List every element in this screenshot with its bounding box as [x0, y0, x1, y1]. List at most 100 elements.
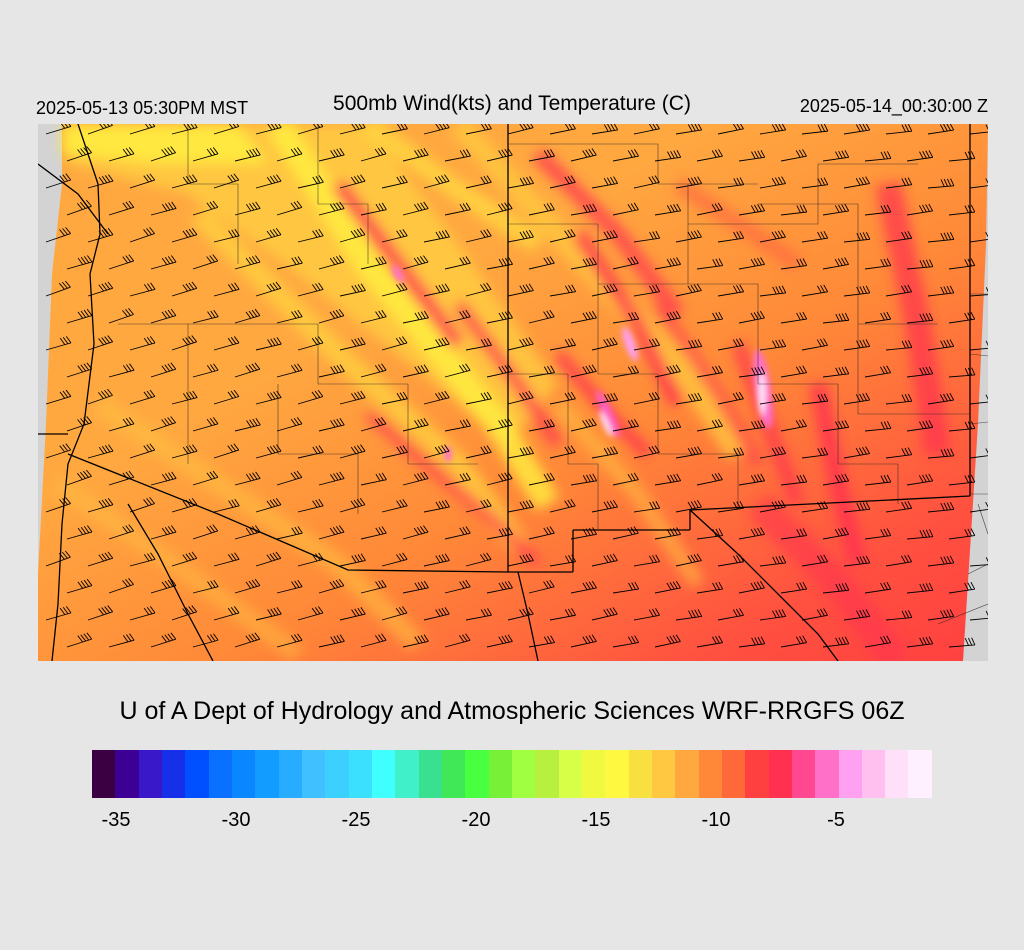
wind-barb [171, 174, 198, 189]
wind-barb [864, 151, 892, 162]
wind-barb [717, 177, 745, 189]
wind-barb [969, 124, 988, 135]
colorbar-swatch [908, 750, 932, 798]
wind-barb [192, 470, 219, 486]
colorbar-swatch [675, 750, 699, 798]
colorbar-swatch [791, 750, 816, 798]
wind-barb [927, 178, 955, 189]
wind-barb [108, 200, 135, 216]
wind-barb [927, 555, 955, 567]
wind-barb [738, 420, 766, 432]
wind-barb [612, 419, 639, 432]
wind-barb [633, 284, 661, 297]
wind-barb [969, 231, 988, 243]
wind-barb [633, 391, 660, 405]
wind-barb [738, 203, 766, 216]
wind-barb [780, 311, 808, 324]
wind-barb [948, 421, 976, 432]
wind-barb [549, 284, 577, 297]
wind-barb [150, 255, 177, 270]
wind-barb [549, 124, 576, 135]
wind-barb [45, 606, 72, 621]
wind-barb [780, 365, 808, 378]
wind-barb [570, 473, 598, 486]
wind-barb [66, 525, 93, 540]
wind-barb [129, 124, 156, 135]
wind-barb [885, 340, 913, 351]
wind-barb [549, 554, 577, 567]
wind-barb [234, 362, 261, 378]
wind-barb [570, 257, 597, 270]
wind-barb [45, 443, 72, 459]
wind-barb [192, 254, 219, 270]
colorbar-swatch [92, 750, 116, 798]
wind-barb [675, 446, 702, 459]
wind-barb [465, 124, 492, 135]
wind-barb [528, 256, 555, 270]
wind-barb [948, 637, 976, 648]
wind-barb [612, 202, 639, 216]
wind-barb [507, 446, 534, 459]
wind-barb [864, 258, 892, 270]
wind-barb [150, 362, 177, 378]
wind-barb [423, 553, 450, 567]
wind-barb [255, 551, 282, 567]
wind-barb [885, 393, 913, 405]
wind-barb [549, 608, 576, 621]
colorbar-swatch [838, 750, 862, 798]
wind-barb [906, 312, 934, 324]
wind-barb [234, 255, 261, 270]
wind-barb [507, 607, 534, 621]
wind-barb [969, 340, 988, 351]
colorbar-tick-label: -35 [101, 809, 131, 831]
wind-barb [654, 203, 682, 216]
wind-barb [444, 363, 471, 378]
wind-barb [402, 525, 429, 540]
wind-barb [528, 419, 555, 432]
wind-barb [696, 635, 724, 648]
wind-barb [654, 310, 681, 324]
wind-barb [423, 174, 450, 189]
colorbar-swatch [581, 750, 606, 798]
wind-barb [381, 175, 408, 189]
wind-barb [381, 552, 408, 567]
wind-barb [801, 124, 829, 135]
wind-barb [276, 417, 303, 432]
colorbar-swatch [768, 750, 792, 798]
wind-barb [654, 527, 681, 540]
wind-barb [150, 525, 177, 540]
wind-barb [906, 366, 934, 378]
wind-barb [129, 389, 156, 405]
wind-barb [549, 499, 576, 513]
wind-barb [486, 634, 513, 648]
valid-time-utc: 2025-05-14_00:30:00 Z [799, 96, 988, 116]
wind-barb [360, 579, 387, 594]
wind-barb [570, 418, 597, 432]
colorbar-tick-label: -5 [827, 809, 845, 831]
wind-barb [276, 470, 303, 486]
wind-barb [129, 552, 156, 567]
wind-barb [276, 147, 303, 162]
wind-barb [948, 367, 976, 378]
wind-barb [108, 578, 134, 594]
wind-barb [654, 150, 682, 162]
wind-barb [717, 447, 745, 459]
wind-barb [654, 473, 682, 486]
wind-barb [885, 284, 913, 297]
wind-barb [717, 500, 745, 513]
wind-barb [381, 336, 408, 351]
wind-barb [927, 448, 955, 459]
wind-barb [696, 311, 724, 324]
wind-barb [843, 446, 871, 459]
colorbar-swatch [441, 750, 466, 798]
wind-barb [45, 227, 71, 243]
wind-barb [696, 472, 723, 486]
wind-barb [444, 526, 471, 540]
colorbar-swatch [861, 750, 886, 798]
wind-barb [717, 230, 745, 243]
wind-barb [864, 311, 892, 324]
wind-barb [339, 553, 366, 567]
wind-barb [927, 501, 955, 513]
wind-barb [612, 365, 640, 378]
wind-barb [66, 469, 92, 486]
